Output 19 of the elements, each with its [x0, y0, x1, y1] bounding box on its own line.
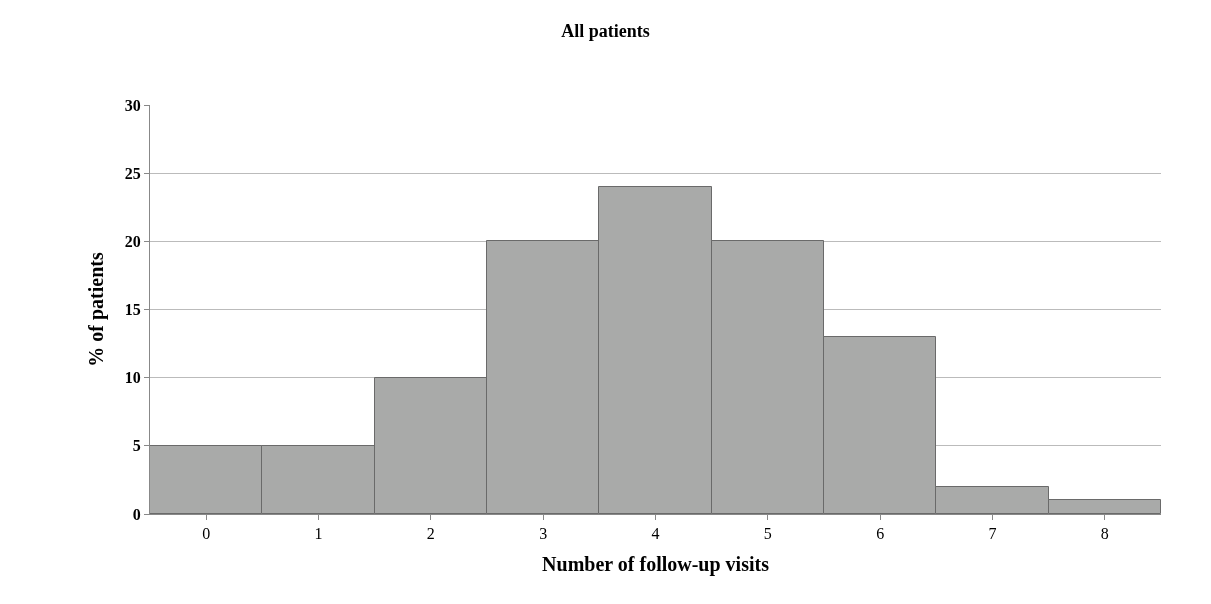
y-tick-label: 20 — [124, 232, 141, 250]
y-tick-label: 0 — [132, 505, 141, 523]
x-tick-label: 1 — [314, 525, 323, 543]
y-tick-label: 25 — [124, 164, 141, 182]
x-tick-label: 3 — [539, 525, 548, 543]
y-tick-label: 15 — [124, 301, 141, 319]
x-axis-title: Number of follow-up visits — [542, 552, 770, 576]
x-tick-label: 8 — [1100, 525, 1109, 543]
y-tick-label: 10 — [124, 369, 141, 387]
x-tick-label: 6 — [876, 525, 885, 543]
y-tick-label: 30 — [124, 96, 141, 114]
x-tick-label: 4 — [651, 525, 660, 543]
x-tick-label: 2 — [426, 525, 435, 543]
x-tick-label: 5 — [763, 525, 772, 543]
x-tick-label: 0 — [202, 525, 211, 543]
chart-title: All patients — [561, 20, 650, 41]
x-tick-label: 7 — [988, 525, 997, 543]
y-axis-title: % of patients — [85, 252, 109, 367]
y-tick-label: 5 — [132, 437, 141, 455]
